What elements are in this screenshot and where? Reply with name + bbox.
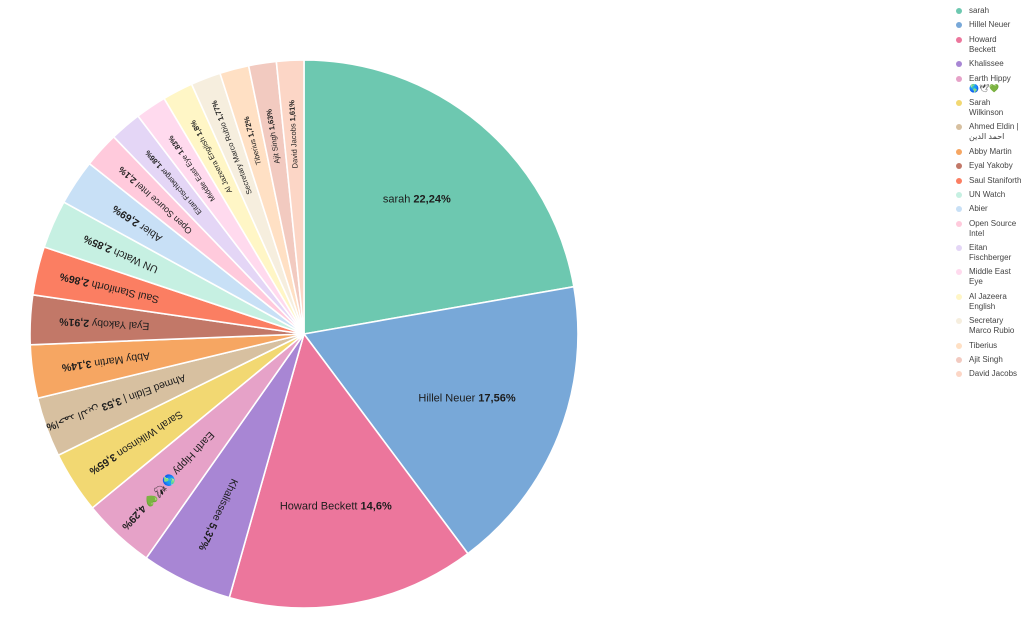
slice-label-value: 1,63% <box>264 108 276 131</box>
legend-item[interactable]: sarah <box>956 6 1022 16</box>
pie-chart: sarah 22,24% Hillel Neuer 17,56% Howard Be… <box>29 59 579 609</box>
slice-label-value: 14,6% <box>361 500 392 512</box>
legend-label: Hillel Neuer <box>969 20 1011 30</box>
slice-label-value: 22,24% <box>413 194 451 206</box>
legend-item[interactable]: Ajit Singh <box>956 355 1022 365</box>
legend-swatch <box>956 36 962 43</box>
slice-label: sarah 22,24% <box>383 194 451 206</box>
slice-label: Eyal Yakoby 2,91% <box>58 315 149 332</box>
legend-label: UN Watch <box>969 189 1006 199</box>
legend-item[interactable]: Howard Beckett <box>956 35 1022 55</box>
legend-label: Howard Beckett <box>969 34 997 54</box>
pie-slice[interactable] <box>228 332 469 609</box>
slice-label-name: sarah <box>383 194 414 206</box>
legend-item[interactable]: Secretary Marco Rubio <box>956 316 1022 336</box>
legend-swatch <box>956 293 962 300</box>
legend-item[interactable]: Ahmed Eldin | احمد الدين <box>956 122 1022 142</box>
slice-label-name: Eyal Yakoby <box>89 317 150 332</box>
legend-label: Open Source Intel <box>969 218 1017 238</box>
legend-swatch <box>956 177 962 184</box>
slice-label-value: 17,56% <box>478 393 516 405</box>
legend-label: Ajit Singh <box>969 355 1003 365</box>
legend-item[interactable]: Middle East Eye <box>956 267 1022 287</box>
legend-label: David Jacobs <box>969 369 1018 379</box>
legend-label: Eitan Fischberger <box>969 243 1012 263</box>
legend-swatch <box>956 75 962 82</box>
slice-label-value: 3,14% <box>61 358 93 374</box>
legend-label: sarah <box>969 6 990 15</box>
legend-swatch <box>956 191 962 198</box>
legend-item[interactable]: Sarah Wilkinson <box>956 98 1022 118</box>
legend-label: Sarah Wilkinson <box>969 97 1004 117</box>
legend-item[interactable]: Eitan Fischberger <box>956 243 1022 263</box>
legend-label: Secretary Marco Rubio <box>969 316 1015 336</box>
legend-label: Tiberius <box>969 340 998 350</box>
legend-swatch <box>956 22 962 29</box>
legend-swatch <box>956 8 962 14</box>
legend-swatch <box>956 269 962 276</box>
pie-slices <box>29 59 579 609</box>
slice-label-name: Hillel Neuer <box>418 393 478 405</box>
legend-swatch <box>956 61 962 68</box>
legend-swatch <box>956 342 962 349</box>
pie-slice[interactable] <box>275 59 305 335</box>
slice-label-value: 2,91% <box>58 315 89 329</box>
legend-item[interactable]: Earth Hippy 🌎🕊💚 <box>956 74 1022 94</box>
legend-label: Al Jazeera English <box>969 291 1007 311</box>
legend-swatch <box>956 371 962 378</box>
legend-item[interactable]: UN Watch <box>956 190 1022 200</box>
legend-item[interactable]: Khalissee <box>956 59 1022 69</box>
legend-swatch <box>956 163 962 170</box>
legend-swatch <box>956 318 962 325</box>
legend-label: Saul Staniforth <box>969 175 1022 185</box>
legend-label: Abier <box>969 204 988 214</box>
legend: sarah Hillel Neuer Howard Beckett Khalissee… <box>956 6 1022 384</box>
legend-swatch <box>956 148 962 155</box>
legend-item[interactable]: Al Jazeera English <box>956 292 1022 312</box>
legend-label: Ahmed Eldin | احمد الدين <box>969 122 1019 142</box>
legend-item[interactable]: Hillel Neuer <box>956 20 1022 30</box>
legend-label: Earth Hippy 🌎🕊💚 <box>969 73 1011 93</box>
legend-swatch <box>956 99 962 106</box>
slice-label-value: 1,61% <box>287 100 297 122</box>
legend-item[interactable]: Abby Martin <box>956 147 1022 157</box>
legend-item[interactable]: Abier <box>956 204 1022 214</box>
legend-item[interactable]: Open Source Intel <box>956 219 1022 239</box>
legend-item[interactable]: David Jacobs <box>956 369 1022 379</box>
legend-swatch <box>956 206 962 213</box>
slice-label: Hillel Neuer 17,56% <box>418 393 515 405</box>
legend-label: Middle East Eye <box>969 267 1011 287</box>
legend-item[interactable]: Saul Staniforth <box>956 176 1022 186</box>
legend-label: Eyal Yakoby <box>969 161 1013 171</box>
legend-swatch <box>956 245 962 252</box>
pie-slice[interactable] <box>302 285 579 555</box>
slice-label-name: David Jacobs <box>288 121 299 169</box>
legend-swatch <box>956 357 962 364</box>
legend-swatch <box>956 220 962 227</box>
legend-item[interactable]: Tiberius <box>956 341 1022 351</box>
slice-label: David Jacobs 1,61% <box>287 100 299 169</box>
pie-slice[interactable] <box>303 59 575 335</box>
legend-swatch <box>956 124 962 131</box>
slice-label: Howard Beckett 14,6% <box>280 500 392 512</box>
legend-label: Abby Martin <box>969 146 1012 156</box>
legend-label: Khalissee <box>969 59 1004 69</box>
legend-item[interactable]: Eyal Yakoby <box>956 161 1022 171</box>
slice-label-name: Howard Beckett <box>280 500 361 512</box>
